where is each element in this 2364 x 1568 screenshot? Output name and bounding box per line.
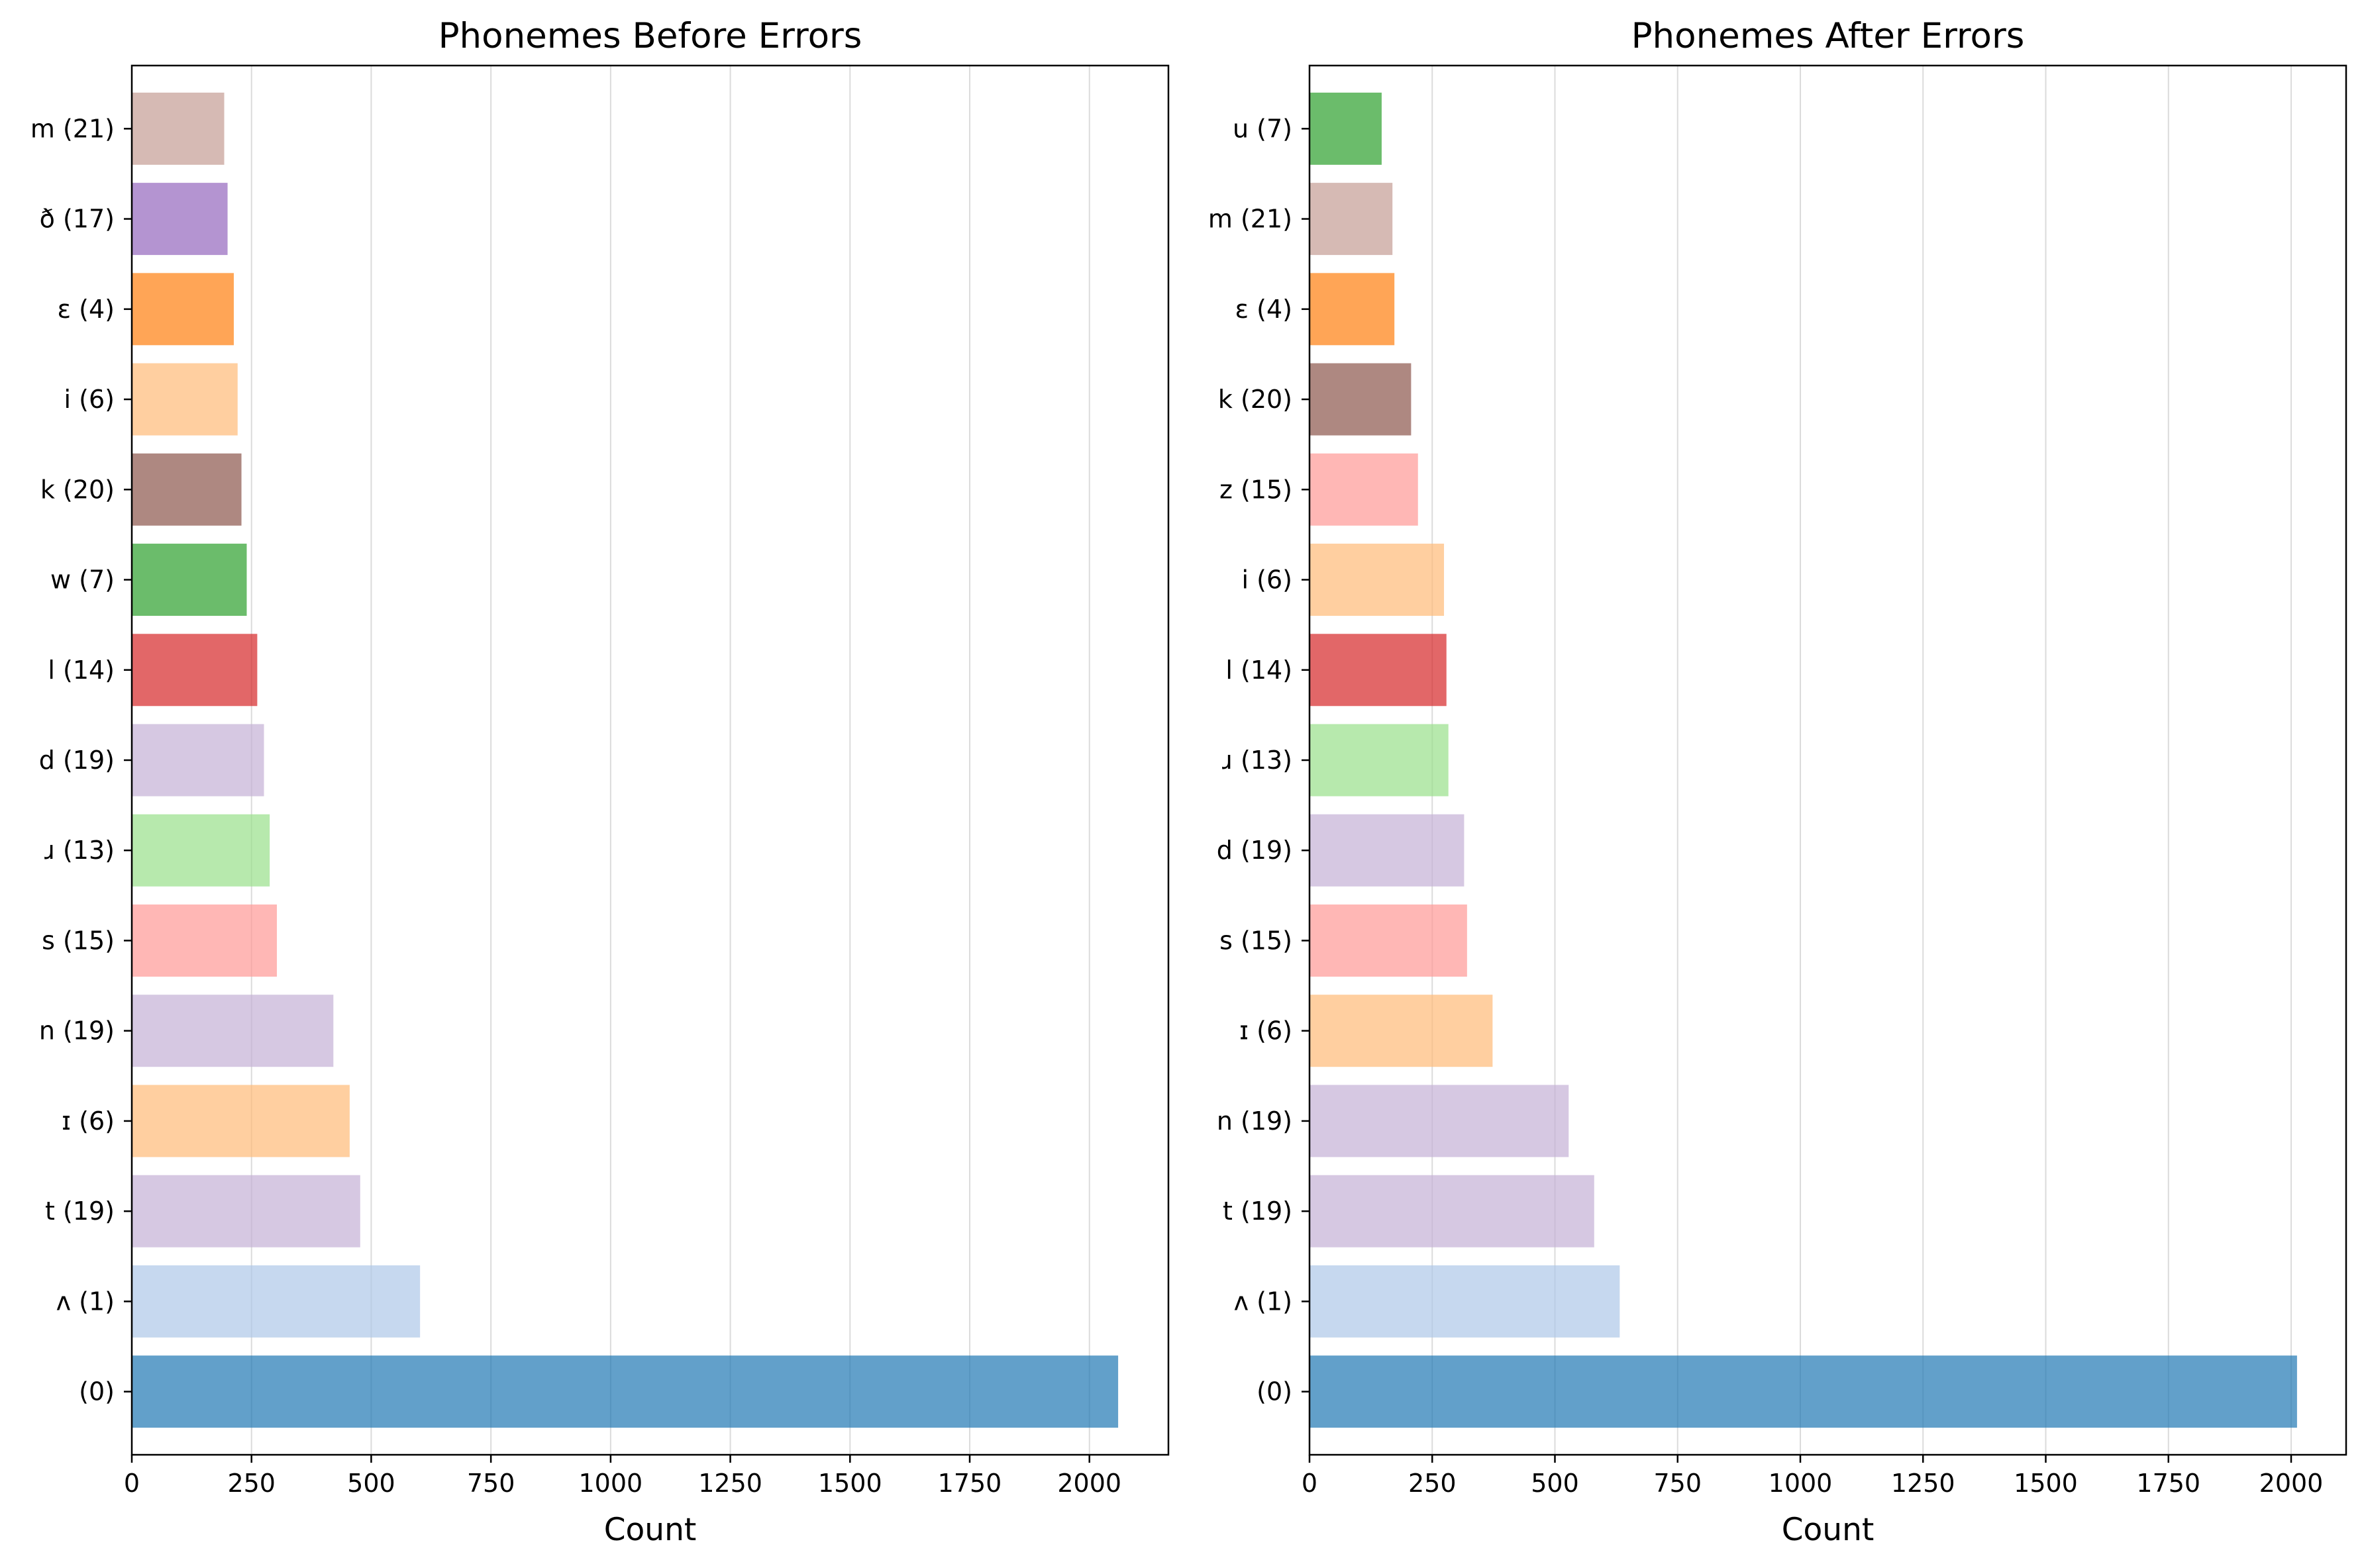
bar [1310,273,1395,346]
bar [132,724,264,797]
x-tick-label: 1750 [938,1469,1002,1498]
y-tick-label: d (19) [1217,836,1292,865]
bar [1310,814,1465,887]
y-tick-label: l (14) [48,656,115,685]
y-tick-label: s (15) [1219,926,1292,955]
bar [1310,1265,1620,1338]
y-tick-label: m (21) [30,114,115,143]
chart-title: Phonemes After Errors [1631,16,2025,56]
y-tick-label: ɛ (4) [1235,295,1292,324]
x-axis-label: Count [604,1512,697,1548]
bar [132,453,242,526]
y-tick-label: ð (17) [40,205,115,234]
bar [132,363,238,436]
y-tick-label: w (7) [50,565,115,595]
x-tick-label: 250 [227,1469,276,1498]
x-tick-label: 1500 [818,1469,882,1498]
x-tick-label: 2000 [2259,1469,2324,1498]
y-tick-label: k (20) [1218,385,1292,414]
y-tick-label: ʌ (1) [1234,1287,1292,1316]
y-tick-label: ɹ (13) [44,836,115,865]
x-tick-label: 750 [1653,1469,1702,1498]
x-tick-label: 1000 [1769,1469,1833,1498]
x-tick-label: 1750 [2136,1469,2200,1498]
y-tick-label: u (7) [1233,114,1292,143]
y-tick-label: ɛ (4) [58,295,115,324]
y-tick-label: ɹ (13) [1222,746,1292,775]
subplot-2: (0) ʌ (1) t (19) n (19) ɪ (6) s (15) d (19) ɹ (… [1208,16,2347,1548]
bar [132,92,225,165]
y-tick-label: z (15) [1219,475,1292,504]
bar [132,634,258,707]
bar [1310,1355,2297,1428]
bar [1310,1175,1594,1248]
y-tick-label: ʌ (1) [56,1287,115,1316]
bar [132,183,228,256]
x-tick-label: 1250 [698,1469,762,1498]
bar [132,544,247,616]
x-tick-label: 500 [1531,1469,1579,1498]
bar [132,814,270,887]
subplot-1: (0) ʌ (1) t (19) ɪ (6) n (19) s (15) ɹ (13) d (… [30,16,1170,1548]
x-tick-label: 0 [1302,1469,1317,1498]
y-tick-label: (0) [79,1377,115,1406]
x-tick-label: 1500 [2014,1469,2078,1498]
x-tick-label: 1000 [579,1469,643,1498]
bar [1310,995,1493,1067]
y-tick-label: n (19) [1217,1106,1292,1136]
x-tick-label: 750 [467,1469,515,1498]
x-tick-label: 2000 [1057,1469,1121,1498]
bar [1310,904,1467,977]
y-tick-label: n (19) [39,1016,115,1046]
bar [1310,544,1445,616]
x-tick-label: 0 [124,1469,140,1498]
bar [132,1085,350,1157]
y-tick-label: ɪ (6) [62,1106,115,1136]
bar [1310,92,1382,165]
bar [1310,363,1412,436]
x-axis-label: Count [1782,1512,1875,1548]
bar [132,995,334,1067]
chart-title: Phonemes Before Errors [438,16,862,56]
bar [132,1265,421,1338]
y-tick-label: l (14) [1225,656,1292,685]
bar [132,273,234,346]
bar [132,1355,1119,1428]
y-tick-label: t (19) [45,1197,115,1226]
y-tick-label: (0) [1257,1377,1292,1406]
bar [1310,634,1447,707]
y-tick-label: t (19) [1223,1197,1292,1226]
x-tick-label: 1250 [1891,1469,1955,1498]
y-tick-label: i (6) [1242,565,1292,595]
y-tick-label: k (20) [40,475,115,504]
x-tick-label: 250 [1408,1469,1457,1498]
bar [1310,183,1393,256]
bar [132,1175,360,1248]
x-tick-label: 500 [347,1469,395,1498]
y-tick-label: i (6) [64,385,115,414]
y-tick-label: s (15) [42,926,115,955]
y-tick-label: d (19) [39,746,115,775]
y-tick-label: m (21) [1208,205,1292,234]
bar [1310,1085,1569,1157]
y-tick-label: ɪ (6) [1239,1016,1292,1046]
bar [1310,453,1418,526]
bar [132,904,278,977]
bar [1310,724,1449,797]
